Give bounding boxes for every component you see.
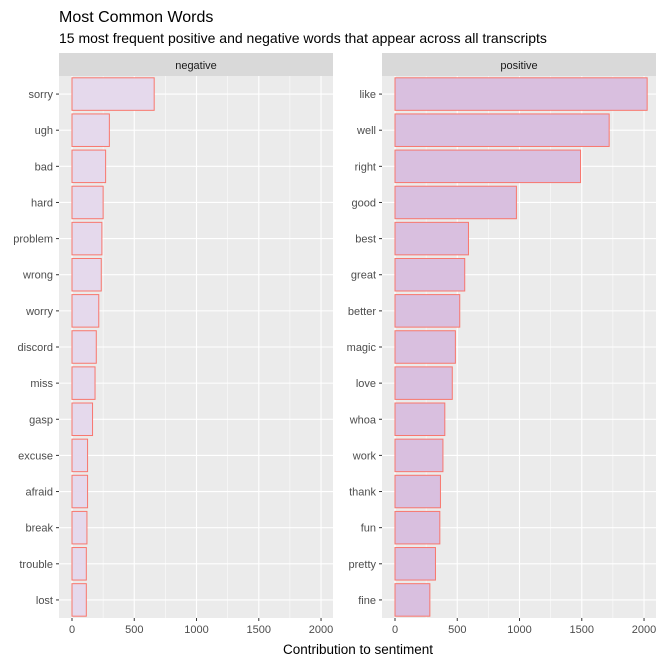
bar-excuse xyxy=(71,438,89,473)
x-tick-label: 0 xyxy=(69,624,75,636)
bar-fine xyxy=(394,583,431,617)
y-tick-label: best xyxy=(355,234,376,246)
bar-worry xyxy=(71,294,100,328)
facet-strip xyxy=(59,53,333,76)
bar-better xyxy=(394,294,461,328)
x-tick-label: 500 xyxy=(448,624,466,636)
panel-positive: positive like well right good best great better… xyxy=(347,53,656,636)
bar-great xyxy=(394,257,466,292)
bar-love xyxy=(394,366,453,400)
bar-gasp xyxy=(71,402,94,437)
y-tick-label: afraid xyxy=(25,487,53,499)
y-tick-label: wrong xyxy=(22,270,53,282)
y-tick-label: hard xyxy=(31,197,53,209)
x-tick-label: 0 xyxy=(392,624,398,636)
chart-subtitle: 15 most frequent positive and negative w… xyxy=(59,30,547,46)
bar-bad xyxy=(71,149,107,184)
y-tick-label: better xyxy=(348,306,376,318)
bar-sorry xyxy=(71,77,155,111)
bar-best xyxy=(394,221,469,256)
y-tick-label: gasp xyxy=(29,414,53,426)
bar-lost xyxy=(71,583,87,617)
bar-magic xyxy=(394,330,456,364)
bar-hard xyxy=(71,185,104,220)
bar-well xyxy=(394,113,610,147)
x-tick-label: 1000 xyxy=(184,624,208,636)
facet-strip-label: positive xyxy=(500,60,537,72)
y-tick-label: break xyxy=(25,523,53,535)
bar-like xyxy=(394,77,648,111)
y-tick-label: fine xyxy=(358,595,376,607)
y-tick-label: right xyxy=(355,161,376,173)
chart-title: Most Common Words xyxy=(59,9,213,26)
y-tick-label: ugh xyxy=(35,125,53,137)
bar-wrong xyxy=(71,257,102,292)
y-tick-label: like xyxy=(359,89,376,101)
bar-work xyxy=(394,438,444,473)
y-tick-label: love xyxy=(356,378,376,390)
y-tick-label: bad xyxy=(35,161,53,173)
y-tick-label: discord xyxy=(18,342,53,354)
y-tick-label: well xyxy=(356,125,376,137)
facet-panels: negative sorry ugh bad hard problem wrong worry… xyxy=(13,53,656,636)
y-tick-label: sorry xyxy=(29,89,54,101)
y-tick-label: thank xyxy=(349,487,376,499)
bar-problem xyxy=(71,221,103,256)
y-tick-label: problem xyxy=(13,234,53,246)
x-tick-label: 1000 xyxy=(507,624,531,636)
facet-strip xyxy=(382,53,656,76)
y-tick-label: lost xyxy=(36,595,53,607)
bar-ugh xyxy=(71,113,110,147)
bar-afraid xyxy=(71,474,89,509)
bar-trouble xyxy=(71,547,87,581)
panel-negative: negative sorry ugh bad hard problem wrong worry… xyxy=(13,53,333,636)
y-tick-label: pretty xyxy=(348,559,376,571)
y-tick-label: trouble xyxy=(19,559,53,571)
bar-thank xyxy=(394,474,441,509)
y-tick-label: worry xyxy=(25,306,53,318)
y-tick-label: magic xyxy=(347,342,377,354)
x-tick-label: 1500 xyxy=(570,624,594,636)
bar-fun xyxy=(394,510,441,545)
y-tick-label: whoa xyxy=(349,414,377,426)
y-tick-label: good xyxy=(352,197,376,209)
y-tick-label: excuse xyxy=(18,450,53,462)
x-tick-label: 2000 xyxy=(632,624,656,636)
y-tick-label: work xyxy=(352,450,377,462)
x-tick-label: 2000 xyxy=(309,624,333,636)
x-axis-title: Contribution to sentiment xyxy=(283,642,433,657)
y-tick-label: great xyxy=(351,270,376,282)
x-tick-label: 500 xyxy=(125,624,143,636)
x-tick-label: 1500 xyxy=(247,624,271,636)
bar-whoa xyxy=(394,402,446,437)
bar-good xyxy=(394,185,517,220)
facet-strip-label: negative xyxy=(175,60,217,72)
y-tick-label: fun xyxy=(361,523,376,535)
bar-miss xyxy=(71,366,96,400)
bar-break xyxy=(71,510,88,545)
y-tick-label: miss xyxy=(30,378,53,390)
bar-right xyxy=(394,149,582,184)
bar-discord xyxy=(71,330,97,364)
bar-pretty xyxy=(394,547,436,581)
